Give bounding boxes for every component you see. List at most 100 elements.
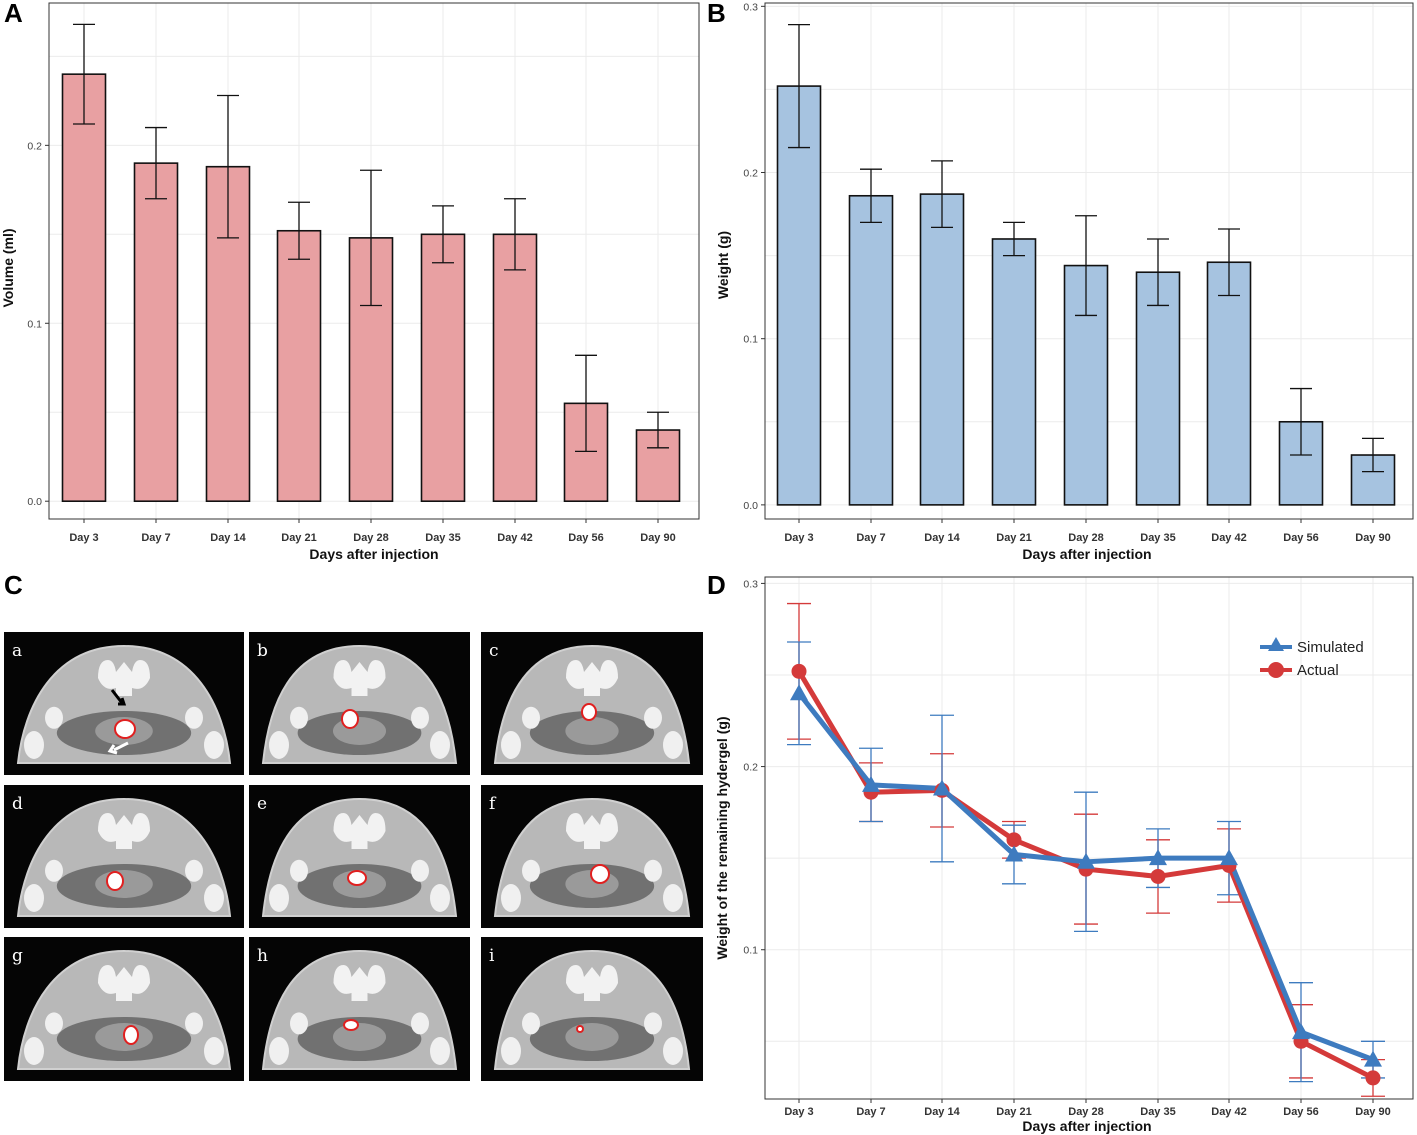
error-bar [432, 205, 454, 264]
bar-day-42 [1206, 261, 1252, 506]
panel-d-x-axis-label: Days after injection [1022, 1118, 1151, 1134]
ct-image-h: h [249, 937, 470, 1081]
error-bar [145, 126, 167, 200]
x-tick-label: Day 42 [497, 532, 532, 544]
ct-spine [98, 813, 150, 849]
y-tick-label: 0.0 [27, 496, 42, 508]
x-tick-label: Day 90 [640, 532, 675, 544]
point-simulated [933, 779, 951, 796]
panel-d-line-chart: Day 3 Day 7 Day 14 Day 21 Day 28 Day 35 Day 42… [714, 576, 1414, 1134]
bar-day-3 [776, 85, 822, 506]
point-simulated [1364, 1050, 1382, 1067]
x-tick-label: Day 56 [1283, 532, 1318, 544]
ct-spine [333, 813, 386, 849]
panel-b-plot-border [764, 2, 1414, 520]
ct-spine [98, 965, 150, 1001]
bar-day-3 [61, 73, 107, 503]
x-tick-label: Day 35 [1140, 532, 1175, 544]
bar-day-21 [276, 229, 322, 503]
error-bar [1218, 228, 1240, 297]
x-tick-label: Day 3 [784, 532, 813, 544]
ct-image-label: h [257, 946, 268, 966]
y-tick-label: 0.2 [27, 140, 42, 152]
bar-day-35 [420, 233, 466, 503]
bar-day-90 [635, 429, 681, 503]
ct-hydrogel-outline [341, 709, 359, 729]
x-tick-label: Day 14 [924, 532, 960, 544]
error-bar [1075, 215, 1097, 317]
x-tick-label: Day 7 [856, 532, 885, 544]
ct-hydrogel-outline [123, 1025, 139, 1045]
point-simulated [1005, 845, 1023, 862]
ct-image-a: a [4, 632, 244, 775]
panel-d-legend: Simulated Actual [1260, 637, 1364, 679]
error-bar [288, 201, 310, 260]
point-simulated [1149, 849, 1167, 866]
ct-hydrogel-outline [106, 871, 124, 891]
y-tick-label: 0.1 [27, 318, 42, 330]
panel-a-bar-chart: Day 3 Day 7 Day 14 Day 21 Day 28 Day 35 Day 42… [0, 2, 700, 562]
ct-image-c: c [481, 632, 703, 775]
bar-day-42 [492, 233, 538, 503]
ct-image-label: f [489, 794, 497, 814]
bar-day-7 [848, 194, 894, 506]
error-bar [1003, 221, 1025, 257]
x-tick-label: Day 90 [1355, 1106, 1390, 1118]
x-tick-label: Day 35 [1140, 1106, 1175, 1118]
ct-image-e: e [249, 785, 470, 928]
point-actual [1365, 1070, 1381, 1086]
error-bar [217, 94, 239, 239]
panel-d-plot-border [764, 576, 1414, 1100]
error-bar [1290, 387, 1312, 456]
x-tick-label: Day 7 [141, 532, 170, 544]
x-tick-label: Day 28 [1068, 532, 1103, 544]
error-bar [860, 168, 882, 224]
ct-spine [566, 813, 618, 849]
x-tick-label: Day 7 [856, 1106, 885, 1118]
panel-a-x-axis-label: Days after injection [309, 546, 438, 562]
panel-b-x-axis-label: Days after injection [1022, 546, 1151, 562]
x-tick-label: Day 28 [353, 532, 388, 544]
ct-image-label: d [12, 794, 23, 814]
error-bar [788, 23, 810, 149]
y-tick-label: 0.1 [743, 334, 758, 346]
point-actual [1006, 832, 1022, 848]
error-bar [360, 169, 382, 307]
panel-letter-a: A [4, 0, 23, 28]
ct-spine [566, 660, 618, 696]
x-tick-label: Day 14 [210, 532, 246, 544]
point-simulated [1292, 1023, 1310, 1040]
ct-hydrogel-outline [581, 703, 597, 721]
x-tick-label: Day 35 [425, 532, 460, 544]
white-arrow-icon [107, 741, 129, 755]
point-simulated [1077, 852, 1095, 869]
ct-image-label: a [12, 641, 22, 661]
x-tick-label: Day 42 [1211, 1106, 1246, 1118]
ct-hydrogel-outline [343, 1019, 359, 1031]
panel-c-ct-images: a b c d e f g h i [4, 632, 703, 1081]
x-tick-label: Day 3 [69, 532, 98, 544]
black-arrow-icon [110, 689, 127, 706]
panel-letter-d: D [707, 570, 726, 600]
ct-spine [566, 965, 618, 1001]
panel-letter-b: B [707, 0, 726, 28]
x-tick-label: Day 56 [568, 532, 603, 544]
point-actual [1150, 868, 1166, 884]
y-tick-label: 0.2 [743, 168, 758, 180]
error-bar [504, 198, 526, 271]
ct-image-label: c [489, 641, 499, 661]
x-tick-label: Day 28 [1068, 1106, 1103, 1118]
error-bar [1362, 437, 1384, 473]
bar-day-14 [919, 193, 965, 506]
y-tick-label: 0.3 [743, 1, 758, 13]
ct-spine [333, 660, 386, 696]
error-bar [73, 23, 95, 125]
y-tick-label: 0.3 [743, 578, 758, 590]
point-simulated [790, 684, 808, 701]
panel-b-y-axis-label: Weight (g) [715, 231, 731, 299]
x-tick-label: Day 21 [996, 1106, 1031, 1118]
point-simulated [1220, 849, 1238, 866]
panel-letter-c: C [4, 570, 23, 600]
x-tick-label: Day 42 [1211, 532, 1246, 544]
